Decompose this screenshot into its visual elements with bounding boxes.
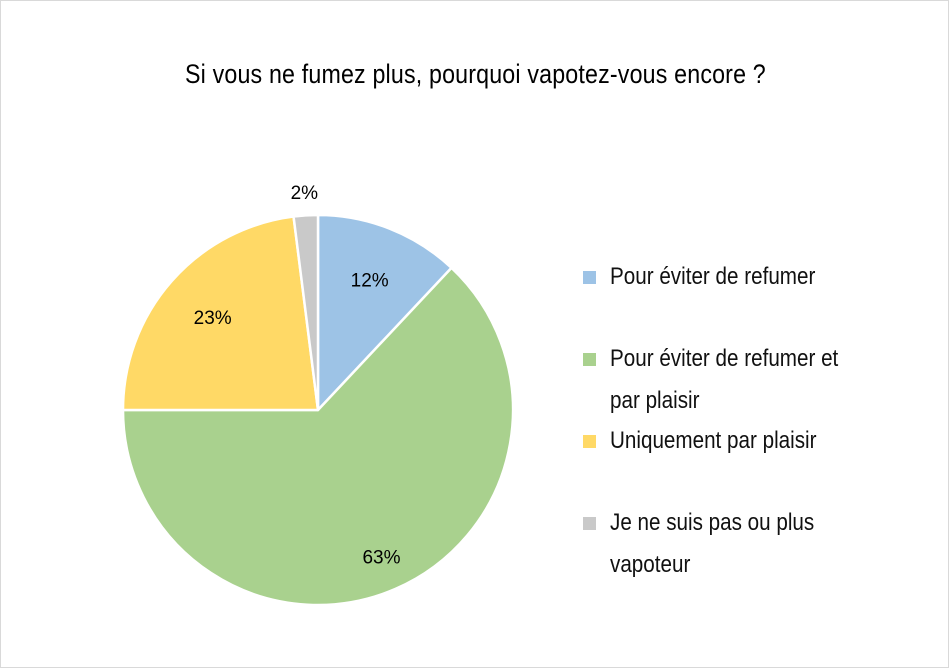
data-label-avoid-relapse-and-pleasure: 63% — [362, 548, 400, 569]
pie-slice-pleasure-only — [121, 215, 320, 412]
data-label-avoid-relapse: 12% — [351, 271, 389, 292]
pie-slice-not-vaper — [292, 213, 320, 412]
legend-swatch-avoid-relapse — [583, 271, 596, 284]
legend-swatch-pleasure-only — [583, 435, 596, 448]
legend-label-not-vaper: Je ne suis pas ou plus vapoteur — [610, 509, 815, 578]
legend-swatch-not-vaper — [583, 517, 596, 530]
legend-label-avoid-relapse-and-pleasure: Pour éviter de refumer et par plaisir — [610, 345, 839, 414]
legend-swatch-avoid-relapse-and-pleasure — [583, 353, 596, 366]
data-label-not-vaper: 2% — [291, 183, 319, 204]
pie-slice-avoid-relapse — [316, 213, 453, 412]
chart-title: Si vous ne fumez plus, pourquoi vapotez-… — [184, 59, 766, 89]
pie-slice-avoid-relapse-and-pleasure — [121, 266, 515, 607]
legend-label-pleasure-only: Uniquement par plaisir — [610, 427, 817, 454]
data-label-pleasure-only: 23% — [194, 308, 232, 329]
legend-label-avoid-relapse: Pour éviter de refumer — [610, 263, 816, 290]
